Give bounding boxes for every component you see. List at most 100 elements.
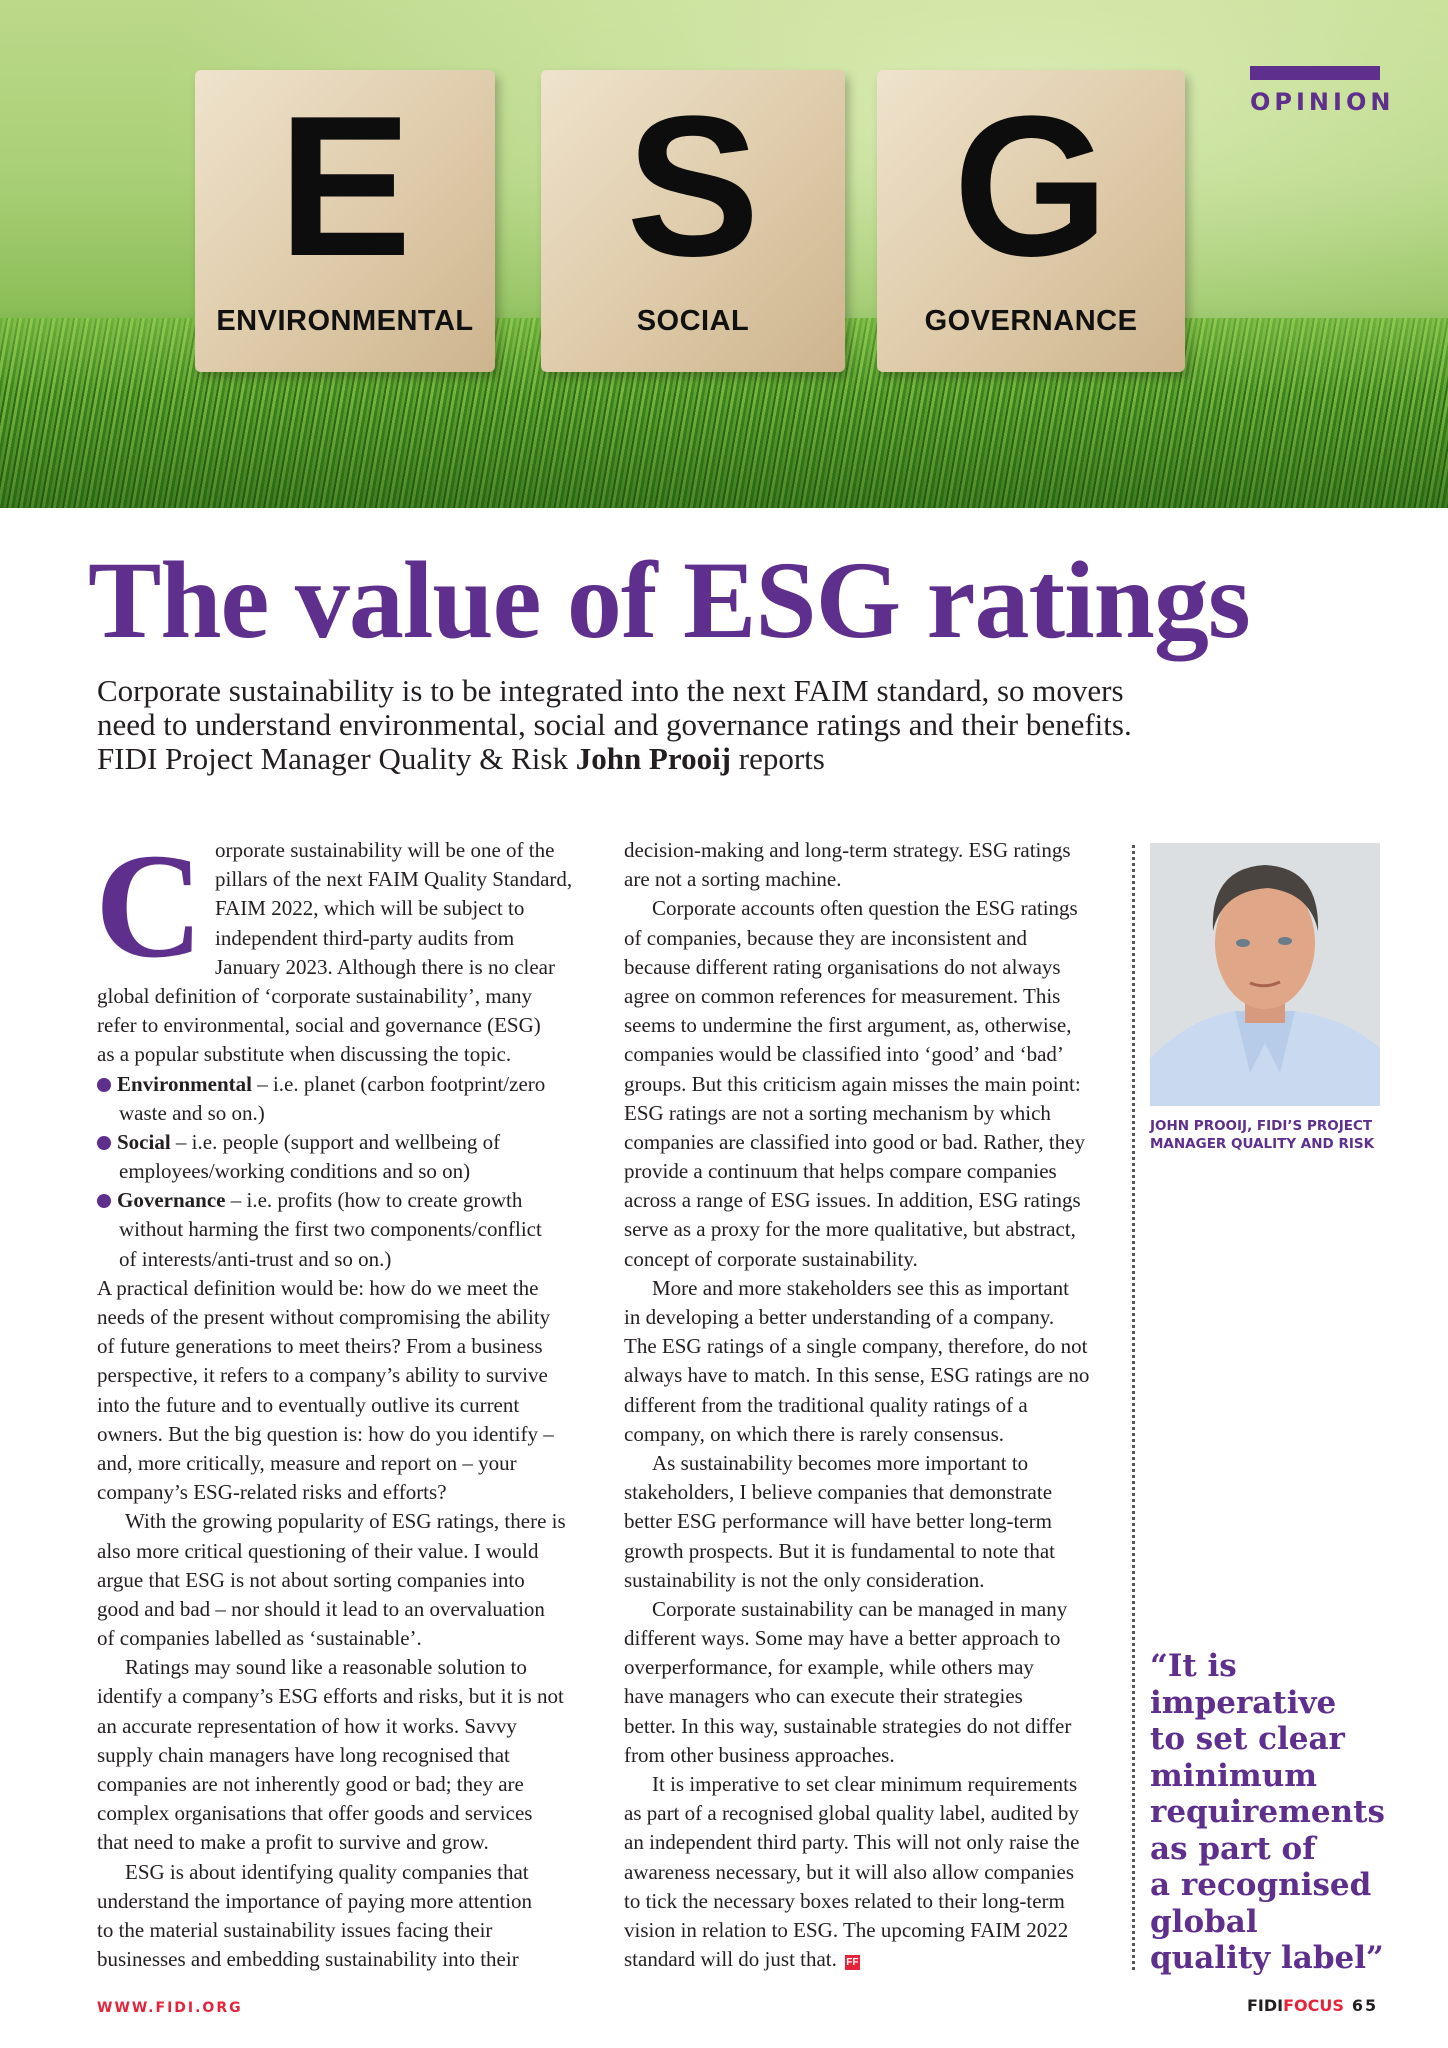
line-text: – i.e. profits (how to create growth [225,1188,523,1213]
text-line: to tick the necessary boxes related to t… [624,1887,1124,1916]
text-line: FAIM 2022, which will be subject to [97,894,597,923]
line-text: As sustainability becomes more important… [652,1450,1029,1475]
pull-quote: “It is imperative to set clear minimum requi… [1150,1648,1390,1977]
line-text: also more critical questioning of their … [97,1538,539,1563]
text-line: complex organisations that offer goods a… [97,1799,597,1828]
footer-website[interactable]: WWW.FIDI.ORG [97,2000,243,2016]
brand-fidi: FIDI [1247,1996,1284,2015]
text-line: an accurate representation of how it wor… [97,1712,597,1741]
line-text: an independent third party. This will no… [624,1830,1080,1855]
pull-quote-line: quality label” [1150,1940,1384,1976]
line-text: to tick the necessary boxes related to t… [624,1888,1065,1913]
text-line: orporate sustainability will be one of t… [97,836,597,865]
text-line: ESG is about identifying quality compani… [97,1858,597,1887]
text-line: standard will do just that. FF [624,1945,1124,1974]
text-line: better. In this way, sustainable strateg… [624,1712,1124,1741]
line-text: – i.e. planet (carbon footprint/zero [251,1071,546,1096]
line-text: good and bad – nor should it lead to an … [97,1596,545,1621]
article-title: The value of ESG ratings [88,539,1251,661]
line-text: With the growing popularity of ESG ratin… [125,1509,566,1534]
text-line: Social – i.e. people (support and wellbe… [97,1128,597,1157]
text-line: to the material sustainability issues fa… [97,1916,597,1945]
text-line: It is imperative to set clear minimum re… [624,1770,1124,1799]
text-line: growth prospects. But it is fundamental … [624,1537,1124,1566]
line-text: because different rating organisations d… [624,954,1061,979]
line-text: stakeholders, I believe companies that d… [624,1480,1053,1505]
text-line: supply chain managers have long recognis… [97,1741,597,1770]
line-text: supply chain managers have long recognis… [97,1742,510,1767]
text-line: awareness necessary, but it will also al… [624,1858,1124,1887]
text-line: good and bad – nor should it lead to an … [97,1595,597,1624]
text-line: and, more critically, measure and report… [97,1449,597,1478]
text-line: provide a continuum that helps compare c… [624,1157,1124,1186]
line-text: across a range of ESG issues. In additio… [624,1188,1081,1213]
text-line: company’s ESG-related risks and efforts? [97,1478,597,1507]
text-line: ESG ratings are not a sorting mechanism … [624,1099,1124,1128]
block-environmental: E ENVIRONMENTAL [195,70,495,372]
text-line: needs of the present without compromisin… [97,1303,597,1332]
text-line: because different rating organisations d… [624,953,1124,982]
bullet-icon [97,1077,111,1092]
pull-quote-line: as part of [1150,1830,1316,1867]
line-text: refer to environmental, social and gover… [97,1013,541,1038]
text-line: A practical definition would be: how do … [97,1274,597,1303]
line-text: without harming the first two components… [119,1217,542,1242]
line-text: overperformance, for example, while othe… [624,1655,1034,1680]
text-line: as part of a recognised global quality l… [624,1799,1124,1828]
line-text: in developing a better understanding of … [624,1305,1055,1329]
block-letter: S [626,75,760,298]
line-text: company, on which there is rarely consen… [624,1421,1005,1446]
text-line: different ways. Some may have a better a… [624,1624,1124,1653]
line-text: awareness necessary, but it will also al… [624,1859,1075,1884]
bullet-term: Social [117,1129,171,1154]
text-line: companies are not inherently good or bad… [97,1770,597,1799]
text-line: seems to undermine the first argument, a… [624,1011,1124,1040]
line-text: It is imperative to set clear minimum re… [652,1772,1078,1796]
block-letter: E [278,75,412,298]
text-line: independent third-party audits from [97,924,597,953]
text-line: of future generations to meet theirs? Fr… [97,1332,597,1361]
page-number: 65 [1351,1996,1379,2015]
line-text: needs of the present without compromisin… [97,1305,551,1329]
pull-quote-line: “It is [1150,1648,1237,1684]
line-text: ESG ratings are not a sorting mechanism … [624,1100,1051,1125]
line-text: company’s ESG-related risks and efforts? [97,1480,447,1505]
portrait-image [1150,843,1380,1106]
text-line: The ESG ratings of a single company, the… [624,1332,1124,1361]
text-line: refer to environmental, social and gover… [97,1011,597,1040]
text-line: Corporate accounts often question the ES… [624,894,1124,923]
line-text: sustainability is not the only considera… [624,1567,985,1592]
line-text: from other business approaches. [624,1742,895,1767]
line-text: argue that ESG is not about sorting comp… [97,1567,525,1592]
line-text: as a popular substitute when discussing … [97,1042,512,1067]
text-line: Governance – i.e. profits (how to create… [97,1186,597,1215]
line-text: of companies labelled as ‘sustainable’. [97,1626,422,1651]
text-line: January 2023. Although there is no clear [97,953,597,982]
pull-quote-line: to set clear [1150,1721,1345,1757]
bullet-icon [97,1194,111,1209]
line-text: January 2023. Although there is no clear [215,954,555,979]
line-text: complex organisations that offer goods a… [97,1801,533,1826]
text-line: waste and so on.) [97,1099,597,1128]
line-text: of future generations to meet theirs? Fr… [97,1334,543,1359]
line-text: decision-making and long-term strategy. … [624,838,1071,862]
pull-quote-line: a recognised [1150,1867,1372,1903]
line-text: as part of a recognised global quality l… [624,1801,1079,1826]
line-text: different ways. Some may have a better a… [624,1626,1061,1651]
line-text: growth prospects. But it is fundamental … [624,1538,1056,1563]
line-text: Ratings may sound like a reasonable solu… [125,1655,527,1680]
standfirst-suffix: reports [731,741,825,776]
text-line: from other business approaches. [624,1741,1124,1770]
text-line: companies are classified into good or ba… [624,1128,1124,1157]
line-text: and, more critically, measure and report… [97,1450,517,1475]
author-photo [1150,843,1380,1106]
text-line: company, on which there is rarely consen… [624,1420,1124,1449]
line-text: owners. But the big question is: how do … [97,1421,554,1446]
block-social: S SOCIAL [541,70,845,372]
line-text: companies are classified into good or ba… [624,1129,1086,1154]
text-line: More and more stakeholders see this as i… [624,1274,1124,1303]
line-text: waste and so on.) [119,1100,265,1125]
text-line: overperformance, for example, while othe… [624,1653,1124,1682]
line-text: to the material sustainability issues fa… [97,1917,493,1942]
line-text: global definition of ‘corporate sustaina… [97,983,533,1008]
